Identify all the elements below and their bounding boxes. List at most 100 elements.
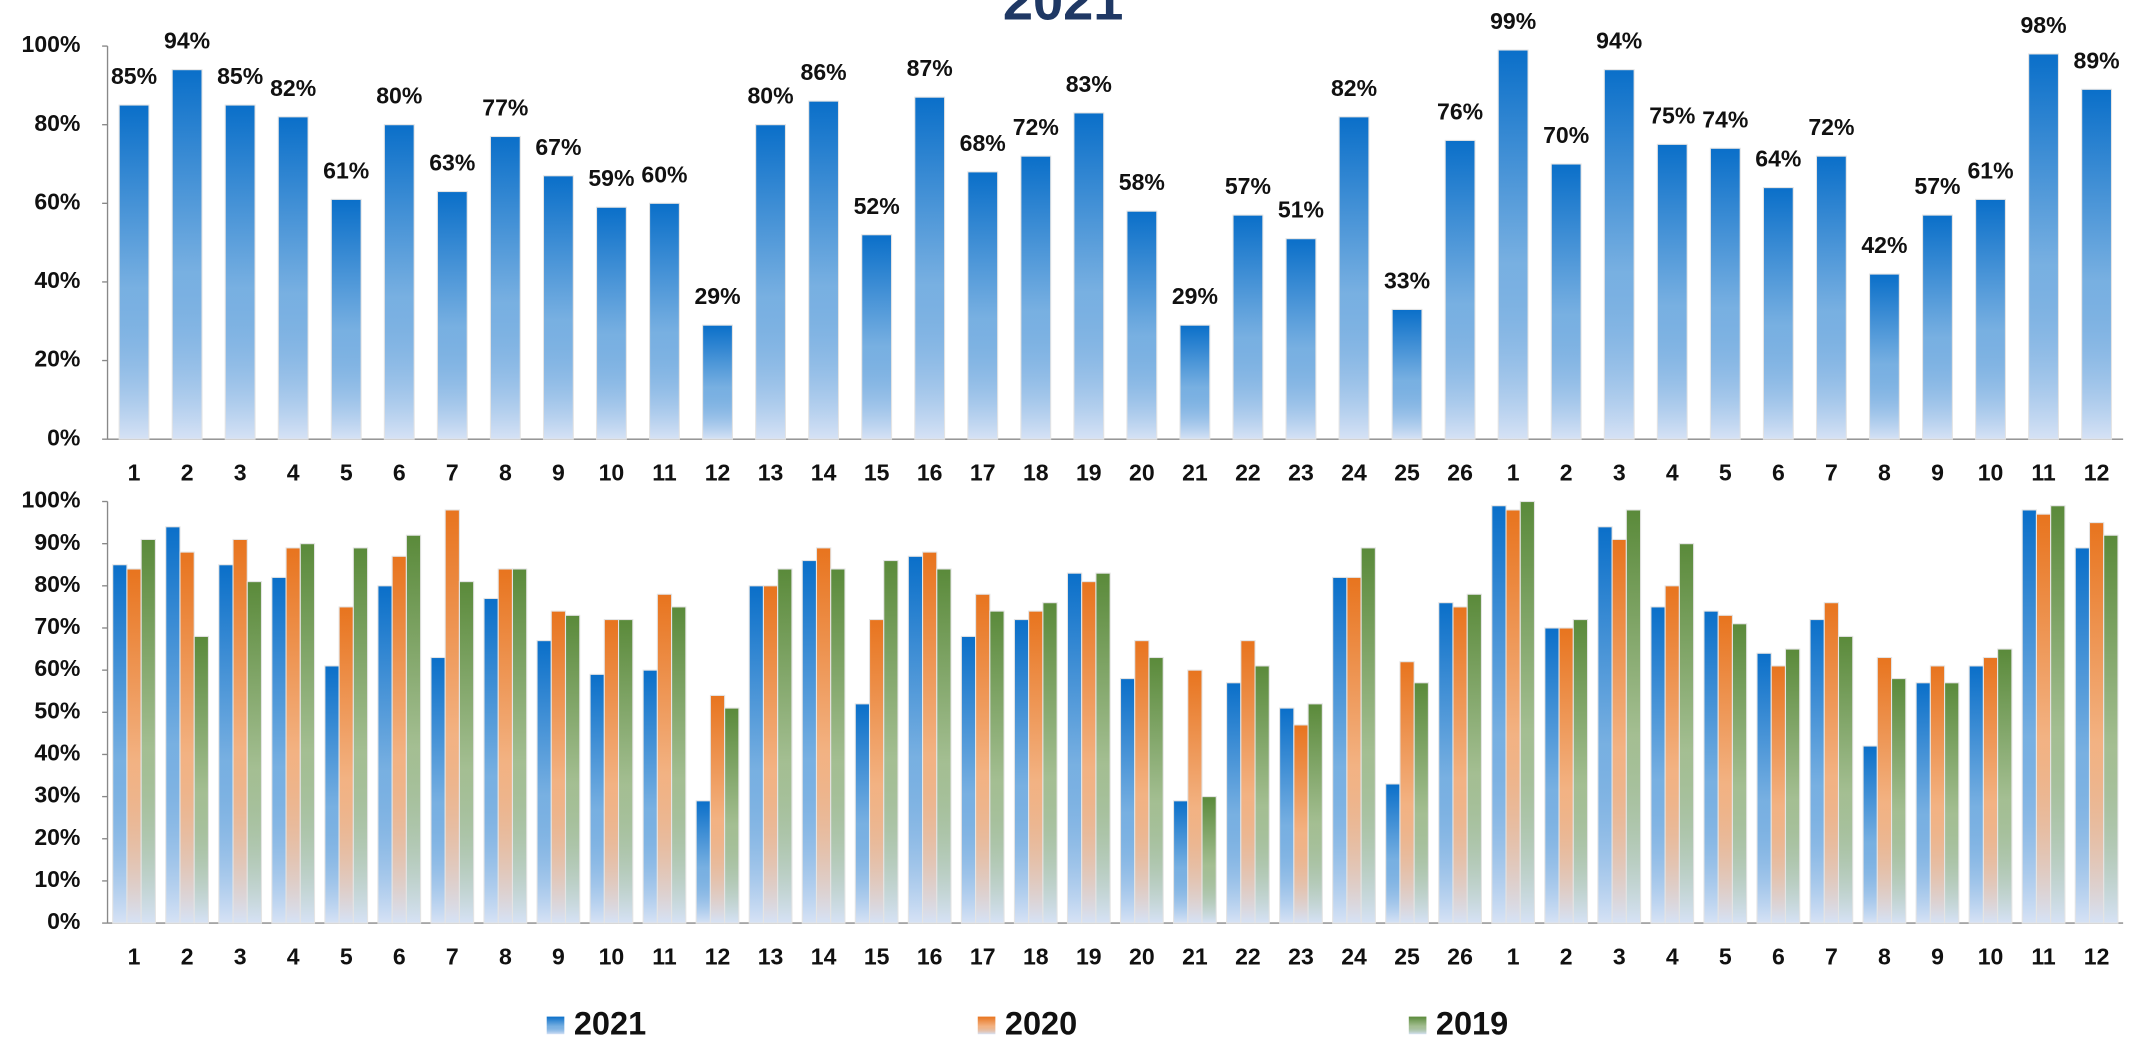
x-tick-label: 8 [499, 460, 512, 486]
bar [1770, 665, 1787, 924]
bar [960, 635, 977, 924]
bar [1497, 49, 1529, 440]
bar [1922, 214, 1953, 440]
bar [1868, 273, 1900, 440]
x-tick-label: 5 [340, 943, 353, 969]
bar [1119, 678, 1136, 924]
bar [118, 104, 150, 440]
bar [277, 116, 309, 440]
data-label: 57% [1225, 173, 1271, 199]
bar [224, 104, 256, 440]
bar [1625, 509, 1642, 924]
data-label: 98% [2021, 12, 2067, 38]
x-tick-label: 24 [1341, 943, 1367, 969]
bar [1126, 210, 1158, 440]
bar [1028, 610, 1044, 924]
data-label: 89% [2074, 47, 2120, 73]
y-tick-label: 0% [47, 908, 80, 934]
bar [1837, 635, 1854, 924]
x-tick-label: 5 [1719, 460, 1732, 486]
bar [338, 606, 354, 924]
x-tick-label: 1 [128, 460, 141, 486]
y-tick-label: 70% [34, 613, 80, 639]
data-label: 29% [694, 283, 740, 309]
x-tick-label: 11 [2031, 460, 2056, 486]
data-label: 99% [1490, 8, 1536, 34]
bar [1572, 619, 1589, 924]
bar [989, 610, 1005, 924]
bar [1385, 783, 1401, 924]
x-tick-label: 7 [1825, 460, 1838, 486]
bar [165, 526, 181, 924]
x-tick-label: 1 [1507, 943, 1520, 969]
x-tick-label: 14 [811, 460, 837, 486]
bar [1703, 610, 1719, 924]
bar [246, 581, 263, 924]
bar [1201, 796, 1217, 924]
bar [1240, 640, 1256, 924]
bar [564, 614, 581, 924]
x-tick-label: 10 [599, 943, 625, 969]
bar [808, 100, 840, 440]
bar [1073, 112, 1105, 440]
x-tick-label: 15 [864, 460, 890, 486]
x-tick-label: 4 [287, 460, 300, 486]
x-tick-label: 5 [340, 460, 353, 486]
data-label: 80% [748, 83, 794, 109]
bar [1232, 214, 1264, 440]
bar [1656, 143, 1688, 440]
bar [1784, 648, 1801, 924]
x-tick-label: 6 [393, 943, 406, 969]
bar [2035, 513, 2052, 924]
bar [1558, 627, 1574, 924]
bar [285, 547, 301, 924]
data-label: 82% [1331, 75, 1377, 101]
x-tick-label: 15 [864, 943, 890, 969]
data-label: 60% [641, 161, 687, 187]
x-tick-label: 10 [1978, 943, 2004, 969]
x-tick-label: 11 [652, 943, 677, 969]
legend-label: 2021 [574, 1006, 646, 1041]
x-tick-label: 17 [970, 943, 996, 969]
y-tick-label: 100% [22, 31, 81, 57]
bar [762, 585, 779, 924]
bar [458, 581, 475, 924]
data-label: 77% [482, 94, 528, 120]
data-label: 83% [1066, 71, 1112, 97]
data-label: 87% [907, 55, 953, 81]
bar [2028, 53, 2060, 440]
bar [656, 593, 673, 924]
bar [1134, 640, 1150, 924]
bar [695, 800, 711, 924]
x-tick-label: 19 [1076, 460, 1102, 486]
bar [352, 547, 369, 924]
bar [1148, 656, 1164, 924]
data-label: 94% [1596, 28, 1642, 54]
bar [1982, 656, 1999, 924]
bar [883, 559, 899, 924]
bar [1042, 602, 1058, 924]
bar [868, 619, 885, 924]
bar [126, 568, 142, 924]
bar [1717, 614, 1733, 924]
data-label: 61% [1967, 157, 2013, 183]
x-tick-label: 23 [1288, 943, 1314, 969]
x-tick-label: 8 [1878, 460, 1891, 486]
x-tick-label: 3 [1613, 943, 1626, 969]
bar [550, 610, 567, 924]
bar [1876, 656, 1893, 924]
data-label: 76% [1437, 98, 1483, 124]
bar [1664, 585, 1680, 924]
bar [483, 597, 499, 924]
bar [1081, 581, 1097, 924]
y-tick-label: 60% [34, 655, 80, 681]
bar [232, 538, 248, 924]
bar [801, 559, 818, 924]
bar [1756, 652, 1772, 924]
x-tick-label: 12 [2084, 943, 2110, 969]
bar [1346, 576, 1362, 924]
bar [1505, 509, 1521, 924]
bar [1391, 308, 1423, 440]
bar [724, 707, 740, 924]
